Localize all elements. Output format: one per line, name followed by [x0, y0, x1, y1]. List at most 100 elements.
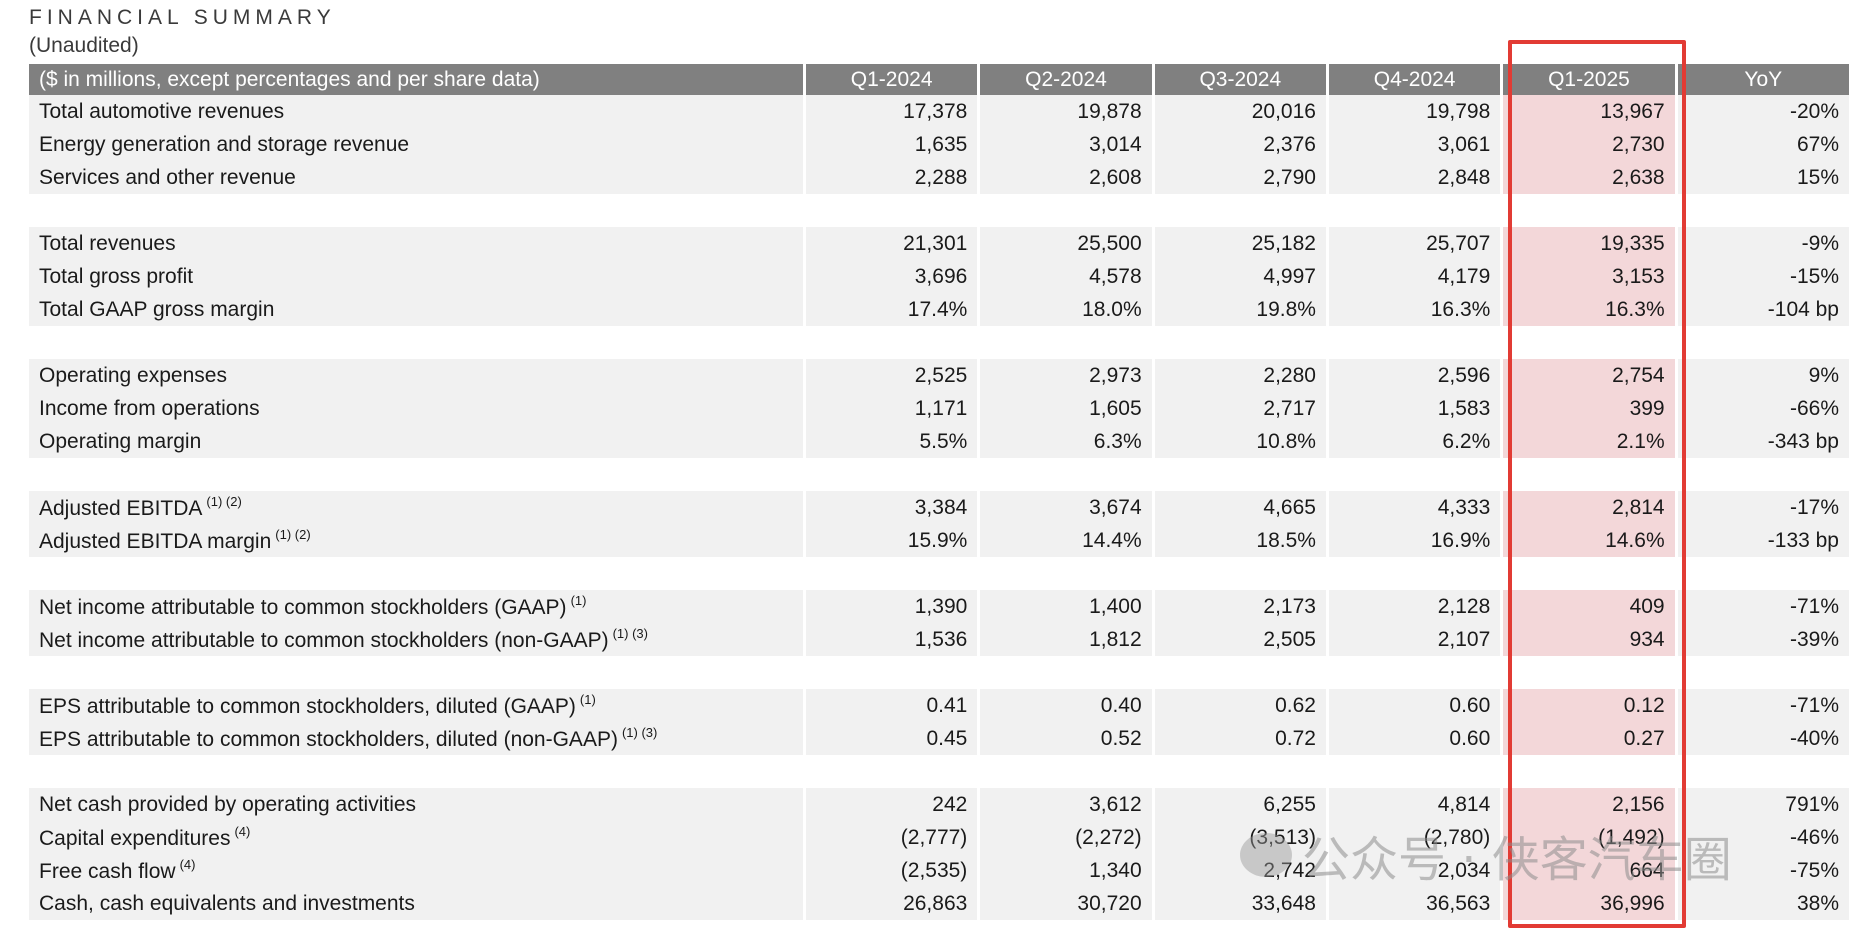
- value-cell: 4,179: [1328, 260, 1501, 293]
- spacer-cell: [1328, 755, 1501, 788]
- spacer-cell: [1677, 458, 1849, 491]
- value-cell: 3,612: [980, 788, 1152, 821]
- value-cell: 67%: [1677, 128, 1849, 161]
- table-row: Total automotive revenues 17,378 19,878 20,…: [29, 95, 1849, 128]
- value-cell: 3,384: [805, 491, 978, 524]
- value-cell: 3,061: [1328, 128, 1501, 161]
- row-label: Total GAAP gross margin: [29, 293, 803, 326]
- table-row: Adjusted EBITDA (1) (2) 3,384 3,674 4,665 4,3…: [29, 491, 1849, 524]
- value-cell: 1,812: [980, 623, 1152, 656]
- value-cell: (2,780): [1328, 821, 1501, 854]
- value-cell: 0.45: [805, 722, 978, 755]
- value-cell: 14.4%: [980, 524, 1152, 557]
- value-cell: (2,535): [805, 854, 978, 887]
- value-cell: -104 bp: [1677, 293, 1849, 326]
- value-cell: 25,182: [1154, 227, 1326, 260]
- value-cell: -39%: [1677, 623, 1849, 656]
- row-label: Net income attributable to common stockh…: [29, 590, 803, 623]
- value-cell: 30,720: [980, 887, 1152, 920]
- spacer-cell: [1328, 557, 1501, 590]
- watermark-text: 公众号 · 侠客汽车圈: [1302, 832, 1732, 888]
- value-cell: 16.9%: [1328, 524, 1501, 557]
- spacer-cell: [1154, 194, 1326, 227]
- spacer-cell: [1154, 656, 1326, 689]
- table-row: Net income attributable to common stockh…: [29, 623, 1849, 656]
- value-cell: 2,505: [1154, 623, 1326, 656]
- value-cell: 2,107: [1328, 623, 1501, 656]
- value-cell: 19,878: [980, 95, 1152, 128]
- value-cell: 38%: [1677, 887, 1849, 920]
- value-cell: -343 bp: [1677, 425, 1849, 458]
- table-row: Operating margin 5.5% 6.3% 10.8% 6.2% 2.1% -34…: [29, 425, 1849, 458]
- value-cell: 1,635: [805, 128, 978, 161]
- value-cell: 0.41: [805, 689, 978, 722]
- row-label: Net cash provided by operating activitie…: [29, 788, 803, 821]
- value-cell: 791%: [1677, 788, 1849, 821]
- value-cell: 0.27: [1503, 722, 1675, 755]
- row-label-text: Total GAAP gross margin: [39, 297, 275, 321]
- spacer-cell: [1328, 326, 1501, 359]
- table-row: Operating expenses 2,525 2,973 2,280 2,596 2,…: [29, 359, 1849, 392]
- value-cell: 25,500: [980, 227, 1152, 260]
- header-col-q1-2024: Q1-2024: [805, 64, 978, 95]
- spacer-cell: [1154, 755, 1326, 788]
- value-cell: 3,014: [980, 128, 1152, 161]
- row-label: Energy generation and storage revenue: [29, 128, 803, 161]
- spacer-cell: [1677, 194, 1849, 227]
- footnote-ref: (1): [570, 593, 587, 608]
- value-cell: 2,638: [1503, 161, 1675, 194]
- value-cell: 4,578: [980, 260, 1152, 293]
- value-cell: 2,156: [1503, 788, 1675, 821]
- row-label: Services and other revenue: [29, 161, 803, 194]
- spacer-cell: [980, 194, 1152, 227]
- value-cell: 2,973: [980, 359, 1152, 392]
- row-label-text: Operating margin: [39, 429, 202, 453]
- row-label-text: Services and other revenue: [39, 165, 296, 189]
- value-cell: 2,034: [1328, 854, 1501, 887]
- value-cell: 0.60: [1328, 689, 1501, 722]
- header-label: ($ in millions, except percentages and p…: [29, 64, 803, 95]
- value-cell: (3,513): [1154, 821, 1326, 854]
- spacer-cell: [980, 755, 1152, 788]
- row-label-text: Total gross profit: [39, 264, 194, 288]
- spacer-cell: [980, 458, 1152, 491]
- value-cell: 409: [1503, 590, 1675, 623]
- value-cell: 3,696: [805, 260, 978, 293]
- table-row: Total GAAP gross margin 17.4% 18.0% 19.8% 16…: [29, 293, 1849, 326]
- row-label: EPS attributable to common stockholders,…: [29, 722, 803, 755]
- value-cell: 0.40: [980, 689, 1152, 722]
- financial-summary-table: ($ in millions, except percentages and p…: [26, 64, 1852, 920]
- value-cell: 18.0%: [980, 293, 1152, 326]
- value-cell: 2,730: [1503, 128, 1675, 161]
- value-cell: 33,648: [1154, 887, 1326, 920]
- value-cell: -133 bp: [1677, 524, 1849, 557]
- value-cell: -75%: [1677, 854, 1849, 887]
- table-row: EPS attributable to common stockholders,…: [29, 689, 1849, 722]
- spacer-cell: [805, 557, 978, 590]
- row-label: Free cash flow (4): [29, 854, 803, 887]
- value-cell: -46%: [1677, 821, 1849, 854]
- spacer-cell: [805, 755, 978, 788]
- row-label-text: Capital expenditures: [39, 827, 231, 850]
- value-cell: 2,173: [1154, 590, 1326, 623]
- spacer-cell: [1677, 326, 1849, 359]
- value-cell: 1,605: [980, 392, 1152, 425]
- spacer-cell: [1154, 557, 1326, 590]
- table-row: Total revenues 21,301 25,500 25,182 25,707 19…: [29, 227, 1849, 260]
- table-row: Energy generation and storage revenue 1,6…: [29, 128, 1849, 161]
- value-cell: 15.9%: [805, 524, 978, 557]
- spacer-cell: [1328, 458, 1501, 491]
- value-cell: 2,608: [980, 161, 1152, 194]
- value-cell: 6.2%: [1328, 425, 1501, 458]
- value-cell: 2,848: [1328, 161, 1501, 194]
- spacer-cell: [1503, 755, 1675, 788]
- value-cell: 2,742: [1154, 854, 1326, 887]
- value-cell: 4,333: [1328, 491, 1501, 524]
- spacer-cell: [1154, 458, 1326, 491]
- table-body: Total automotive revenues 17,378 19,878 20,…: [29, 95, 1849, 920]
- value-cell: 26,863: [805, 887, 978, 920]
- table-row: Free cash flow (4) (2,535) 1,340 2,742 2,034 6…: [29, 854, 1849, 887]
- table-header-row: ($ in millions, except percentages and p…: [29, 64, 1849, 95]
- spacer-cell: [1328, 656, 1501, 689]
- spacer-cell: [29, 326, 803, 359]
